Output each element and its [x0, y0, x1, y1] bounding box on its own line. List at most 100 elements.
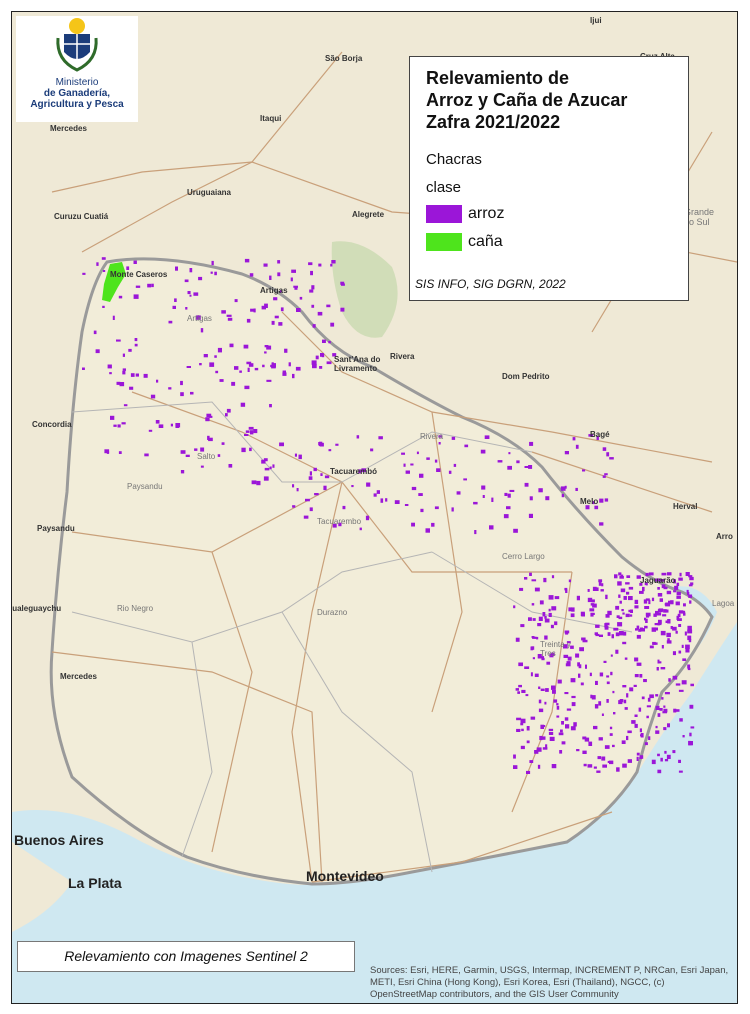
arroz-field — [690, 582, 694, 585]
arroz-field — [561, 721, 564, 725]
arroz-field — [662, 711, 667, 714]
arroz-field — [532, 657, 535, 660]
arroz-field — [565, 663, 571, 667]
map-frame[interactable]: São Borja Ijui Cruz Alta Itaqui Mercedes… — [11, 11, 738, 1004]
arroz-field — [193, 292, 199, 296]
arroz-field — [351, 485, 354, 488]
arroz-field — [619, 699, 624, 703]
arroz-field — [673, 579, 676, 584]
arroz-field — [517, 691, 520, 694]
arroz-field — [672, 675, 678, 680]
place-label: Alegrete — [352, 210, 385, 219]
arroz-field — [263, 476, 269, 481]
arroz-field — [618, 616, 623, 620]
arroz-field — [290, 277, 293, 282]
arroz-field — [622, 685, 627, 688]
arroz-field — [315, 355, 319, 360]
arroz-field — [683, 610, 686, 613]
arroz-field — [597, 756, 601, 760]
arroz-field — [538, 708, 544, 713]
arroz-field — [434, 506, 439, 510]
arroz-field — [559, 750, 563, 754]
arroz-field — [491, 497, 494, 502]
arroz-field — [210, 271, 213, 274]
arroz-field — [663, 708, 668, 713]
arroz-field — [96, 262, 99, 266]
arroz-field — [687, 625, 692, 630]
arroz-field — [198, 276, 203, 281]
arroz-field — [663, 727, 667, 731]
arroz-field — [607, 610, 612, 616]
arroz-field — [513, 754, 516, 759]
arroz-field — [180, 380, 183, 386]
arroz-field — [143, 373, 148, 378]
arroz-field — [548, 732, 554, 735]
arroz-field — [534, 587, 540, 592]
place-label: Bagé — [590, 430, 610, 439]
arroz-field — [621, 609, 624, 612]
arroz-field — [129, 386, 134, 390]
arroz-field — [590, 603, 595, 606]
arroz-field — [208, 437, 213, 442]
place-label: La Plata — [68, 875, 122, 891]
arroz-field — [582, 639, 588, 643]
arroz-field — [431, 522, 435, 527]
arroz-field — [524, 466, 530, 468]
arroz-field — [676, 591, 681, 596]
arroz-field — [561, 741, 566, 745]
arroz-field — [531, 603, 535, 606]
arroz-field — [134, 343, 138, 347]
arroz-field — [673, 708, 677, 713]
arroz-field — [609, 726, 613, 730]
arroz-field — [688, 594, 693, 598]
arroz-field — [326, 361, 332, 365]
arroz-field — [195, 315, 201, 320]
arroz-field — [634, 723, 638, 728]
arroz-field — [594, 587, 599, 591]
arroz-field — [649, 694, 654, 699]
place-label: Monte Caseros — [110, 270, 168, 279]
arroz-field — [667, 572, 672, 576]
arroz-field — [551, 606, 557, 611]
arroz-field — [655, 627, 658, 631]
logo-text: Agricultura y Pesca — [30, 99, 124, 110]
arroz-field — [657, 593, 663, 597]
arroz-field — [244, 385, 250, 390]
place-label: Artigas — [260, 286, 288, 295]
place-label: São Borja — [325, 54, 363, 63]
arroz-field — [534, 750, 539, 754]
arroz-field — [247, 367, 250, 372]
arroz-field — [622, 612, 625, 615]
arroz-field — [566, 708, 572, 711]
arroz-field — [282, 370, 286, 373]
arroz-field — [366, 482, 371, 487]
arroz-field — [332, 353, 337, 357]
arroz-field — [144, 453, 149, 457]
arroz-field — [532, 636, 537, 639]
arroz-field — [526, 740, 530, 744]
place-label: Curuzu Cuatiá — [54, 212, 109, 221]
arroz-field — [582, 736, 587, 740]
arroz-field — [506, 506, 511, 510]
arroz-field — [626, 693, 629, 698]
arroz-field — [639, 728, 642, 733]
arroz-field — [271, 363, 276, 368]
arroz-field — [645, 598, 650, 601]
arroz-field — [172, 305, 176, 309]
arroz-field — [681, 644, 684, 648]
arroz-field — [448, 470, 452, 474]
roads — [51, 51, 737, 883]
arroz-field — [609, 457, 614, 460]
arroz-field — [525, 694, 529, 697]
arroz-field — [625, 582, 630, 585]
arroz-field — [323, 485, 327, 491]
map-legend: Relevamiento de Arroz y Caña de Azucar Z… — [409, 56, 689, 301]
arroz-field — [332, 523, 337, 528]
arroz-field — [688, 584, 693, 587]
arroz-field — [564, 451, 569, 455]
arroz-field — [629, 687, 634, 692]
place-label: Montevideo — [306, 868, 384, 884]
arroz-field — [580, 682, 584, 686]
arroz-field — [294, 453, 297, 457]
legend-title-line: Zafra 2021/2022 — [426, 112, 561, 132]
